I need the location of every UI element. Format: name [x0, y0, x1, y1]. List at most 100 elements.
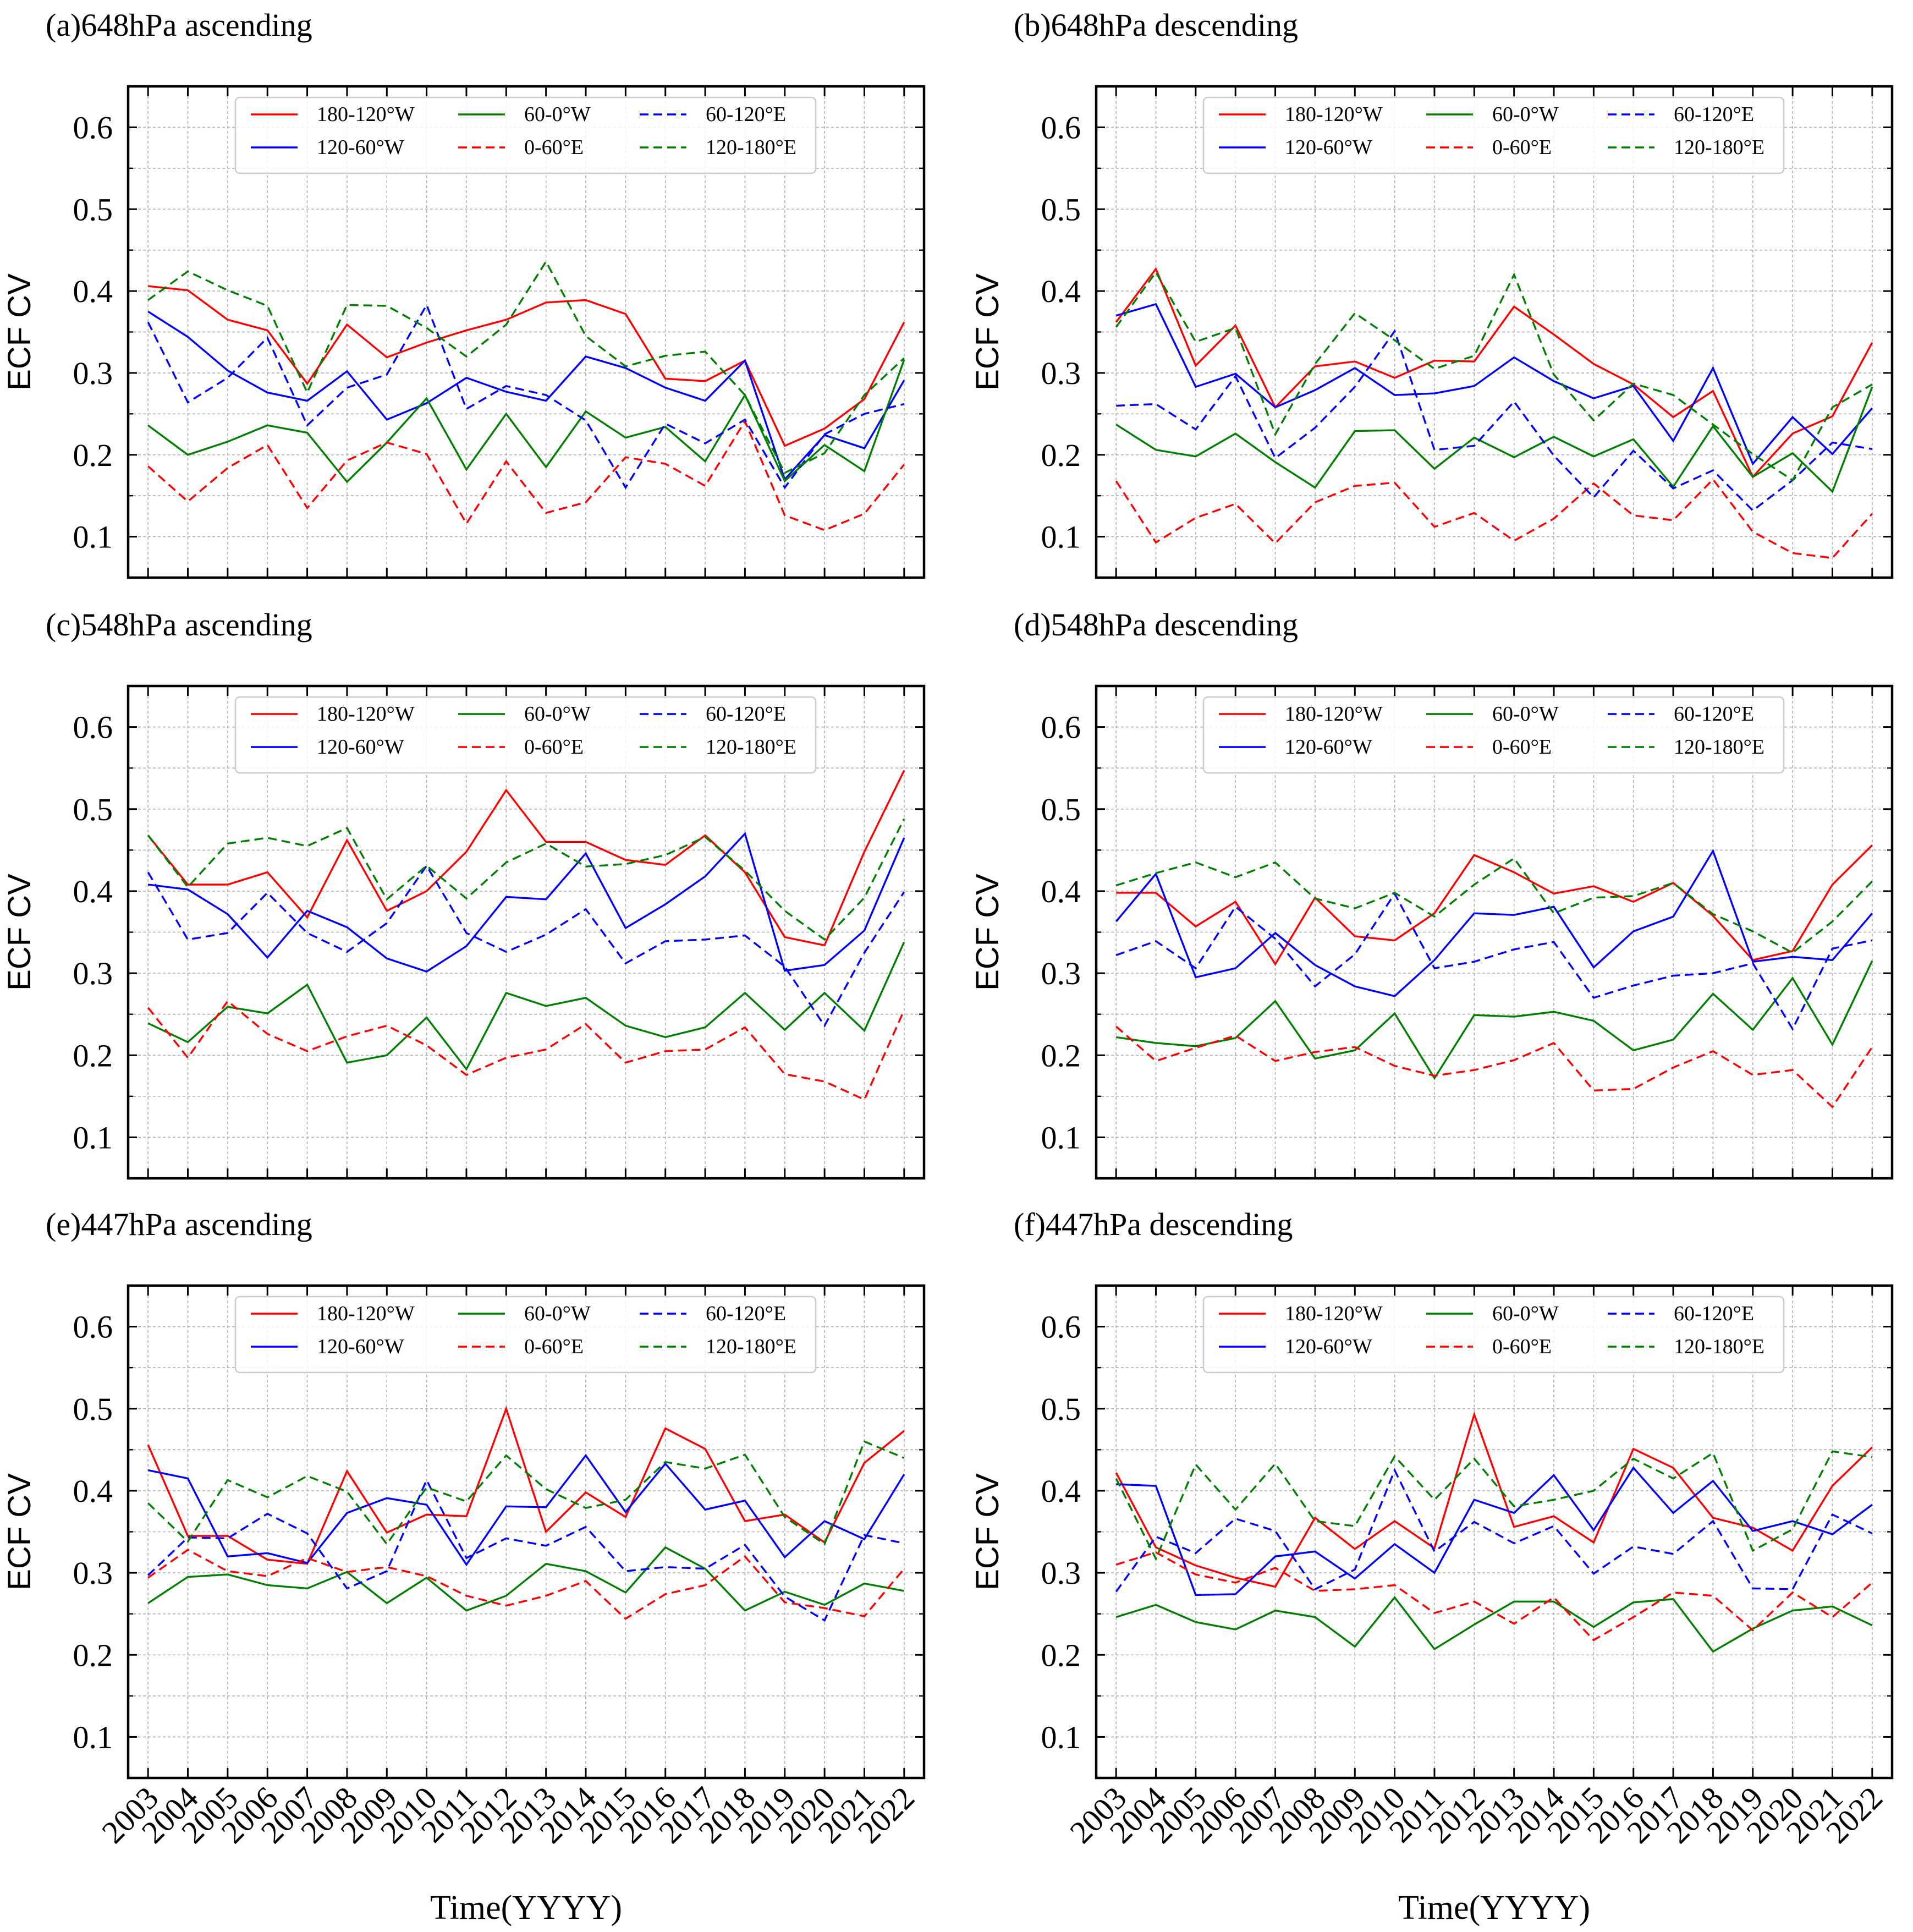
legend-label: 120-180°E [706, 136, 796, 159]
series-group [147, 1406, 905, 1622]
y-tick-label: 0.3 [73, 956, 113, 991]
x-axis [1115, 686, 1873, 1178]
legend-label: 120-180°E [1674, 736, 1764, 759]
y-tick-label: 0.6 [1041, 109, 1081, 145]
series-line-60-0w [1115, 386, 1873, 493]
y-axis: 0.1 0.2 0.3 0.4 0.5 0.6 [73, 1309, 924, 1755]
series-line-60-0w [147, 359, 905, 484]
y-tick-label: 0.5 [73, 1391, 113, 1427]
legend-label: 120-60°W [317, 136, 404, 159]
legend-label: 0-60°E [1492, 736, 1552, 759]
legend-label: 120-180°E [1674, 1335, 1764, 1358]
series-line-120-180e-dashed [1115, 857, 1873, 954]
series-group [147, 260, 905, 531]
y-tick-label: 0.5 [1041, 191, 1081, 227]
legend: 180-120°W 120-60°W 60-0°W 0-60°E 60-120°E 120… [234, 1296, 817, 1374]
panel-title: (a)648hPa ascending [46, 7, 312, 43]
panel-title: (c)548hPa ascending [46, 607, 312, 643]
y-axis: 0.1 0.2 0.3 0.4 0.5 0.6 [1041, 710, 1892, 1155]
y-tick-label: 0.2 [73, 437, 113, 473]
y-axis-label: ECF CV [970, 1473, 1005, 1590]
series-line-180-120w [1115, 1411, 1873, 1588]
y-tick-label: 0.6 [73, 1309, 113, 1345]
legend-label: 180-120°W [1285, 103, 1383, 126]
series-line-180-120w [1116, 844, 1873, 966]
y-axis-label: ECF CV [2, 1473, 37, 1590]
y-tick-label: 0.3 [73, 355, 113, 391]
series-line-0-60e-dashed [147, 1549, 905, 1620]
legend-label: 180-120°W [317, 103, 415, 126]
panel-e: (e)447hPa ascending 0.1 0.2 0.3 0.4 0.5 0.6 ECF… [2, 1206, 926, 1926]
legend-box [1202, 1296, 1785, 1374]
series-line-120-180e-dashed [147, 818, 905, 941]
y-axis: 0.1 0.2 0.3 0.4 0.5 0.6 [1041, 109, 1892, 555]
y-tick-label: 0.5 [73, 191, 113, 227]
y-tick-label: 0.2 [1041, 1637, 1081, 1673]
series-line-60-120e-dashed [1116, 329, 1873, 512]
legend-label: 60-0°W [1492, 103, 1559, 126]
y-tick-label: 0.4 [73, 874, 113, 909]
y-tick-label: 0.6 [1041, 1309, 1081, 1345]
legend-label: 180-120°W [1285, 1302, 1383, 1325]
legend-label: 60-0°W [524, 103, 591, 126]
panel-f: (f)447hPa descending 0.1 0.2 0.3 0.4 0.5 0.6 EC… [970, 1206, 1894, 1926]
series-group [147, 770, 905, 1101]
y-tick-label: 0.6 [73, 109, 113, 145]
legend-box [234, 696, 817, 774]
y-tick-label: 0.1 [73, 519, 113, 555]
y-tick-label: 0.1 [1041, 1119, 1081, 1155]
y-tick-label: 0.4 [1041, 273, 1081, 309]
legend-label: 120-180°E [1674, 136, 1764, 159]
x-axis [1115, 86, 1873, 578]
legend-label: 0-60°E [524, 136, 584, 159]
legend-label: 0-60°E [1492, 136, 1552, 159]
y-axis: 0.1 0.2 0.3 0.4 0.5 0.6 [73, 109, 924, 555]
series-line-120-60w [147, 1453, 905, 1567]
y-tick-label: 0.1 [1041, 519, 1081, 555]
series-line-60-0w [1115, 1596, 1873, 1653]
y-tick-label: 0.3 [73, 1555, 113, 1591]
series-line-0-60e-dashed [1115, 477, 1873, 559]
y-axis: 0.1 0.2 0.3 0.4 0.5 0.6 [73, 710, 924, 1155]
y-axis: 0.1 0.2 0.3 0.4 0.5 0.6 [1041, 1309, 1892, 1755]
series-line-60-120e-dashed [147, 864, 905, 1028]
series-line-120-180e-dashed [1115, 270, 1873, 482]
series-line-120-60w [1116, 1466, 1873, 1596]
legend-label: 0-60°E [524, 1335, 584, 1358]
panel-b: (b)648hPa descending 0.1 0.2 0.3 0.4 0.5 0.6 EC… [970, 7, 1894, 579]
series-line-60-120e-dashed [147, 303, 905, 490]
legend-label: 60-0°W [524, 702, 591, 726]
legend-label: 120-60°W [1285, 1335, 1372, 1358]
legend-label: 60-0°W [1492, 1302, 1559, 1325]
legend-label: 0-60°E [1492, 1335, 1552, 1358]
series-line-120-180e-dashed [147, 1440, 905, 1546]
legend-label: 60-0°W [1492, 702, 1559, 726]
series-line-120-60w [1115, 848, 1873, 997]
legend-box [234, 1296, 817, 1374]
legend: 180-120°W 120-60°W 60-0°W 0-60°E 60-120°E 120… [234, 96, 817, 174]
y-tick-label: 0.2 [1041, 437, 1081, 473]
y-tick-label: 0.2 [1041, 1038, 1081, 1073]
legend: 180-120°W 120-60°W 60-0°W 0-60°E 60-120°E 120… [234, 696, 817, 774]
y-tick-label: 0.4 [1041, 1473, 1081, 1509]
y-tick-label: 0.2 [73, 1637, 113, 1673]
y-tick-label: 0.1 [73, 1119, 113, 1155]
y-axis-label: ECF CV [2, 273, 37, 391]
y-tick-label: 0.5 [1041, 1391, 1081, 1427]
panel-title: (b)648hPa descending [1014, 7, 1298, 43]
x-axis [147, 686, 905, 1178]
legend-label: 60-120°E [706, 1302, 786, 1325]
panel-title: (d)548hPa descending [1014, 607, 1298, 643]
y-tick-label: 0.1 [73, 1719, 113, 1755]
legend-label: 180-120°W [317, 702, 415, 726]
legend-label: 120-60°W [317, 736, 404, 759]
series-line-0-60e-dashed [1115, 1025, 1873, 1108]
legend-label: 120-60°W [317, 1335, 404, 1358]
legend: 180-120°W 120-60°W 60-0°W 0-60°E 60-120°E 120… [1202, 1296, 1785, 1374]
y-axis-label: ECF CV [970, 874, 1005, 991]
series-line-0-60e-dashed [147, 1000, 905, 1101]
y-tick-label: 0.4 [73, 1473, 113, 1509]
series-group [1115, 1411, 1873, 1653]
legend: 180-120°W 120-60°W 60-0°W 0-60°E 60-120°E 120… [1202, 96, 1785, 174]
